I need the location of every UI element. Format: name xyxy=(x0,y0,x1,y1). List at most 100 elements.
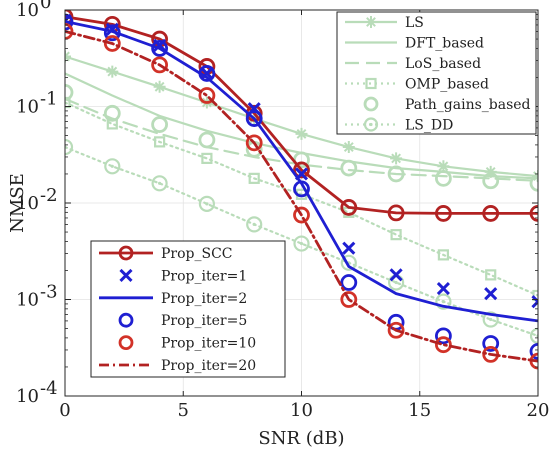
series-line xyxy=(65,15,538,215)
marker-dot xyxy=(110,164,114,168)
series-prop-iter-20 xyxy=(65,29,538,363)
y-tick-label: 10 xyxy=(16,0,39,21)
y-tick-exponent: -4 xyxy=(40,378,58,399)
legend-label: LS_DD xyxy=(405,118,453,134)
data-point-circle xyxy=(118,245,134,261)
y-tick-exponent: -3 xyxy=(40,282,58,303)
data-point-x xyxy=(119,268,133,282)
marker-dot xyxy=(158,181,162,185)
x-tick-label: 5 xyxy=(178,400,189,421)
data-point-square xyxy=(390,229,402,241)
data-point-circle xyxy=(340,159,358,177)
legend-label: Prop_iter=10 xyxy=(161,336,256,352)
series-path-gains-based xyxy=(65,84,538,192)
legend-label: OMP_based xyxy=(405,77,489,93)
data-point-circle xyxy=(65,10,74,26)
data-point-circle xyxy=(387,321,405,339)
marker-ring xyxy=(151,175,168,192)
data-point-circle xyxy=(529,205,538,222)
legend-entry-path-gains-based: Path_gains_based xyxy=(363,96,531,113)
marker-dot xyxy=(441,300,445,304)
data-point-square xyxy=(201,152,213,164)
data-point-circle xyxy=(387,204,405,222)
data-point-circle xyxy=(151,56,169,74)
series-line xyxy=(65,101,538,297)
marker-ring xyxy=(529,327,538,344)
data-point-circle-dot xyxy=(363,117,379,132)
legend-box xyxy=(90,240,286,378)
legend-label: Prop_iter=2 xyxy=(161,291,247,307)
data-point-square xyxy=(154,136,166,148)
legend-label: Prop_iter=1 xyxy=(161,268,247,284)
data-point-circle xyxy=(103,24,121,42)
data-point-circle xyxy=(198,65,216,82)
data-point-circle xyxy=(151,40,169,57)
legends: LS DFT_based LoS_based OMP_based Path_gains_… xyxy=(90,11,537,378)
data-point-circle xyxy=(434,336,452,354)
data-point-x xyxy=(436,281,450,296)
data-point-x xyxy=(342,241,356,255)
data-point-asterisk xyxy=(342,141,355,154)
legend-box xyxy=(336,11,537,135)
data-point-asterisk xyxy=(106,65,119,78)
data-point-circle-dot xyxy=(435,293,452,310)
data-point-circle xyxy=(65,84,74,101)
y-axis-label: NMSE xyxy=(7,173,28,233)
legend-entry-prop-iter-1: Prop_iter=1 xyxy=(119,268,247,284)
marker-ring xyxy=(435,293,452,310)
y-tick-exponent: 0 xyxy=(40,0,51,13)
data-point-asterisk xyxy=(153,80,166,93)
data-point-circle xyxy=(65,13,74,31)
data-point-circle xyxy=(198,87,216,104)
data-point-circle xyxy=(103,35,121,52)
series-ls-dd xyxy=(65,138,538,344)
data-point-circle xyxy=(387,165,405,183)
data-point-circle xyxy=(103,104,121,122)
legend-label: Prop_iter=5 xyxy=(161,313,247,329)
legend-entry-prop-scc: Prop_SCC xyxy=(99,245,233,262)
y-tick-exponent: -1 xyxy=(40,89,58,110)
data-point-circle xyxy=(482,172,500,190)
data-point-circle xyxy=(340,291,358,308)
series-line xyxy=(65,29,538,363)
data-point-square xyxy=(65,96,71,109)
data-point-circle xyxy=(340,199,358,216)
data-point-asterisk xyxy=(390,152,403,165)
data-point-circle xyxy=(482,205,500,222)
legend-label: LS xyxy=(405,15,424,31)
legend-entry-prop-iter-2: Prop_iter=2 xyxy=(99,291,247,307)
marker-dot xyxy=(369,122,373,127)
data-point-asterisk xyxy=(437,160,450,173)
data-point-circle-dot xyxy=(104,158,121,175)
legend-entry-ls-dd: LS_DD xyxy=(345,117,453,134)
data-point-circle xyxy=(434,205,452,222)
x-axis-label: SNR (dB) xyxy=(258,428,344,449)
legend-entry-prop-iter-10: Prop_iter=10 xyxy=(118,335,256,352)
data-point-circle-dot xyxy=(482,311,499,328)
data-point-x xyxy=(484,287,498,301)
data-point-asterisk xyxy=(484,165,497,178)
data-point-circle-dot xyxy=(293,235,310,252)
data-point-circle xyxy=(340,274,358,291)
data-point-square xyxy=(485,269,497,281)
legend-top-right: LS DFT_based LoS_based OMP_based Path_gains_… xyxy=(336,11,537,135)
series-line xyxy=(65,97,538,182)
legend-entry-dft-based: DFT_based xyxy=(345,36,484,52)
marker-ring xyxy=(293,235,310,252)
legend-entry-prop-iter-5: Prop_iter=5 xyxy=(118,312,247,329)
data-point-circle xyxy=(65,23,74,40)
marker-ring xyxy=(482,311,499,328)
y-tick-exponent: -2 xyxy=(40,185,58,206)
data-point-circle xyxy=(434,327,452,345)
data-point-asterisk xyxy=(295,127,308,140)
x-tick-label: 15 xyxy=(408,400,431,421)
x-tick-label: 10 xyxy=(290,400,313,421)
data-point-x xyxy=(389,268,403,282)
legend-entry-prop-iter-20: Prop_iter=20 xyxy=(99,358,256,374)
y-tick-label: 10 xyxy=(16,290,39,311)
data-point-circle xyxy=(151,116,169,133)
data-point-circle xyxy=(434,169,452,187)
legend-label: Prop_iter=20 xyxy=(161,358,256,374)
